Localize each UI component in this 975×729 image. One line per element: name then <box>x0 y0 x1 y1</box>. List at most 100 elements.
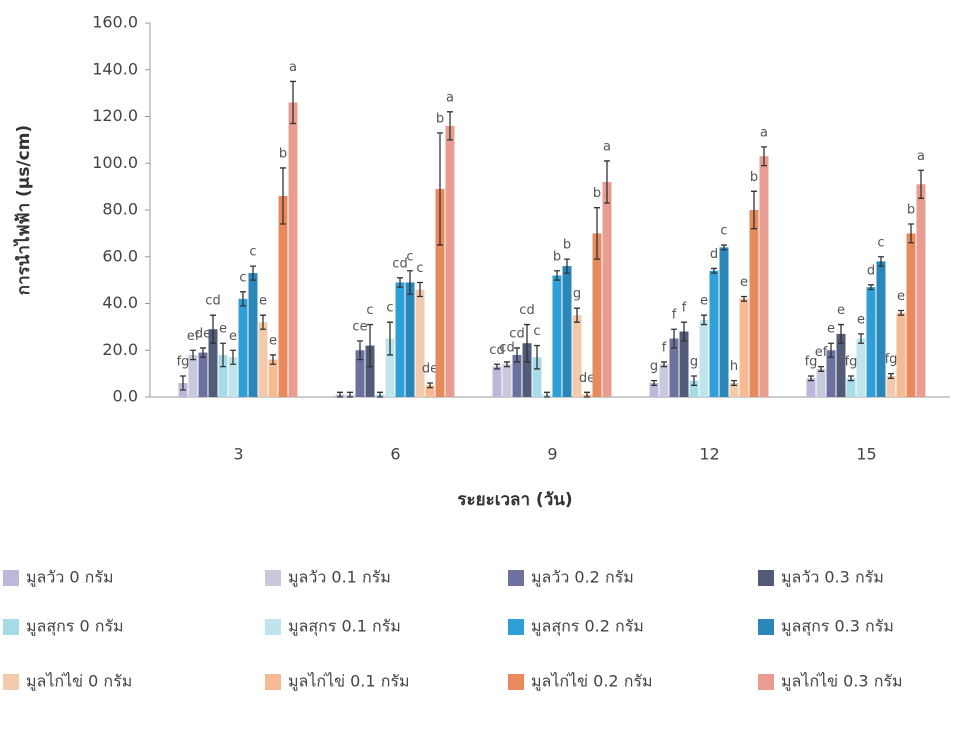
error-bar <box>377 391 383 398</box>
bar <box>415 289 425 397</box>
significance-letter: cd <box>489 343 504 358</box>
significance-letter: c <box>386 301 393 316</box>
x-tick-label: 3 <box>233 445 243 464</box>
error-bar <box>417 281 423 298</box>
error-bar <box>751 190 757 230</box>
bar <box>228 357 238 397</box>
bar <box>208 329 218 397</box>
significance-letter: c <box>416 261 423 276</box>
significance-letter: h <box>730 359 738 374</box>
legend-label: มูลไก่ไข่ 0.3 กรัม <box>781 672 903 692</box>
error-bar <box>838 323 844 344</box>
bar <box>876 261 886 397</box>
error-bar <box>407 270 413 295</box>
bar <box>198 352 208 397</box>
significance-letter: de <box>195 326 211 341</box>
legend-label: มูลวัว 0.3 กรัม <box>781 568 884 588</box>
significance-letter: fg <box>805 354 818 369</box>
error-bar <box>180 375 186 391</box>
bar <box>435 188 445 397</box>
error-bar <box>270 354 276 365</box>
error-bar <box>848 375 854 382</box>
legend-swatch <box>265 674 281 690</box>
error-bar <box>427 382 433 389</box>
significance-letter: a <box>760 125 768 140</box>
error-bar <box>387 321 393 356</box>
bar <box>856 338 866 397</box>
legend-swatch <box>265 619 281 635</box>
error-bar <box>280 167 286 225</box>
significance-letter: b <box>593 186 601 201</box>
legend-label: มูลสุกร 0.3 กรัม <box>781 617 894 637</box>
error-bar <box>721 244 727 251</box>
bar <box>866 287 876 397</box>
legend-label: มูลวัว 0.2 กรัม <box>531 568 634 588</box>
significance-letter: c <box>720 224 727 239</box>
error-bar <box>290 80 296 125</box>
legend-swatch <box>3 619 19 635</box>
significance-letter: c <box>406 249 413 264</box>
bar <box>659 364 669 397</box>
significance-letter: c <box>249 245 256 260</box>
error-bar <box>651 379 657 386</box>
significance-letter: a <box>917 149 925 164</box>
error-bar <box>584 391 590 398</box>
y-tick-label: 0.0 <box>113 387 138 406</box>
bar <box>355 350 365 397</box>
bar <box>729 382 739 397</box>
legend-swatch <box>3 674 19 690</box>
significance-letter: e <box>740 275 748 290</box>
bar <box>836 333 846 397</box>
error-bar <box>878 256 884 267</box>
bar <box>749 210 759 397</box>
bar <box>806 378 816 397</box>
significance-letter: c <box>533 324 540 339</box>
error-bar <box>437 132 443 246</box>
legend-swatch <box>758 619 774 635</box>
significance-letter: d <box>867 263 875 278</box>
bar <box>846 378 856 397</box>
bar <box>572 315 582 397</box>
error-bar <box>808 375 814 382</box>
error-bar <box>210 314 216 344</box>
error-bar <box>367 323 373 368</box>
bar <box>425 385 435 397</box>
error-bar <box>564 258 570 274</box>
x-tick-label: 15 <box>856 445 876 464</box>
bar <box>532 357 542 397</box>
significance-letter: b <box>553 249 561 264</box>
significance-letter: fg <box>845 354 858 369</box>
bar <box>719 247 729 397</box>
significance-letter: de <box>422 361 438 376</box>
bar <box>522 343 532 397</box>
bar <box>679 331 689 397</box>
y-tick-label: 160.0 <box>92 13 138 32</box>
x-tick-label: 12 <box>699 445 719 464</box>
significance-letter: ef <box>815 345 828 360</box>
error-bar <box>868 284 874 291</box>
error-bar <box>711 267 717 274</box>
bar <box>288 102 298 397</box>
significance-letter: e <box>897 289 905 304</box>
y-axis-label: การนำไฟฟ้า (µs/cm) <box>13 125 34 295</box>
y-tick-label: 120.0 <box>92 106 138 125</box>
legend-swatch <box>758 674 774 690</box>
significance-letter: c <box>366 303 373 318</box>
significance-letter: a <box>603 139 611 154</box>
significance-letter: b <box>279 146 287 161</box>
bar <box>709 270 719 397</box>
error-bar <box>200 347 206 358</box>
error-bar <box>918 169 924 199</box>
bar <box>826 350 836 397</box>
bar <box>248 273 258 397</box>
significance-letter: e <box>259 294 267 309</box>
legend-label: มูลสุกร 0.2 กรัม <box>531 617 644 637</box>
significance-letter: a <box>446 90 454 105</box>
significance-letter: c <box>239 270 246 285</box>
significance-letter: de <box>579 371 595 386</box>
error-bar <box>701 314 707 326</box>
significance-letter: f <box>682 301 687 316</box>
legend-label: มูลไก่ไข่ 0 กรัม <box>26 672 132 692</box>
error-bar <box>741 295 747 302</box>
significance-letter: a <box>289 60 297 75</box>
